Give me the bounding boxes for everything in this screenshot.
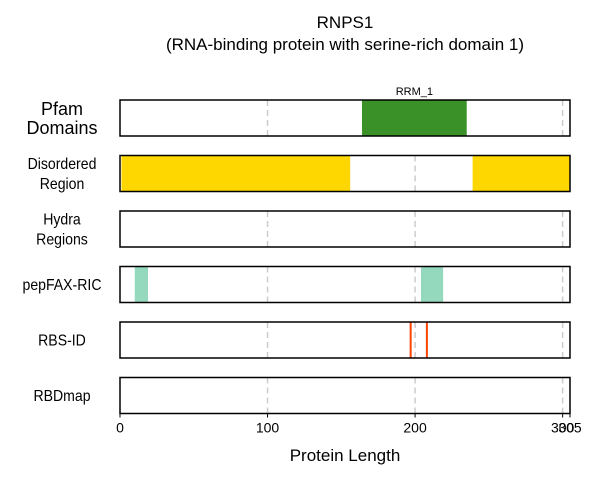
x-tick-label: 305 xyxy=(558,420,582,436)
chart-title: RNPS1 xyxy=(317,13,374,32)
x-tick-label: 300 xyxy=(551,420,575,436)
segment-1-1 xyxy=(472,155,570,192)
segment-1-0 xyxy=(121,155,351,192)
row-label-5: RBDmap xyxy=(33,387,90,405)
row-label-1: Disordered Region xyxy=(28,155,97,193)
track-background xyxy=(120,322,570,358)
track-background xyxy=(120,266,570,303)
row-label-4: RBS-ID xyxy=(38,332,86,350)
track-1: Disordered Region xyxy=(28,154,571,193)
track-border xyxy=(119,376,571,415)
track-5: RBDmap xyxy=(33,376,571,415)
segment-3-1 xyxy=(420,266,444,303)
track-border xyxy=(119,99,571,137)
track-border xyxy=(119,210,571,248)
chart-subtitle: (RNA-binding protein with serine-rich do… xyxy=(166,35,524,54)
segment-3-0 xyxy=(134,266,149,303)
track-3: pepFAX-RIC xyxy=(22,265,571,304)
x-tick-label: 0 xyxy=(116,420,124,436)
x-tick-label: 200 xyxy=(403,420,427,436)
row-label-0: Pfam Domains xyxy=(26,99,97,138)
track-background xyxy=(120,377,570,414)
track-0: RRM_1 Pfam Domains xyxy=(26,86,571,138)
tracks: RRM_1 Pfam Domains Disordered Region Hydra Reg… xyxy=(22,86,571,415)
track-4: RBS-ID xyxy=(38,321,571,359)
track-background xyxy=(120,211,570,247)
track-border xyxy=(119,265,571,304)
track-border xyxy=(119,321,571,359)
row-label-3: pepFAX-RIC xyxy=(22,276,101,294)
track-2: Hydra Regions xyxy=(36,210,571,249)
track-background xyxy=(120,100,570,136)
segment-annotation: RRM_1 xyxy=(396,86,433,98)
row-label-2: Hydra Regions xyxy=(36,211,88,249)
x-axis-label: Protein Length xyxy=(290,446,401,465)
segment-0-0 xyxy=(361,100,467,136)
track-border xyxy=(119,154,571,193)
x-tick-label: 100 xyxy=(256,420,280,436)
